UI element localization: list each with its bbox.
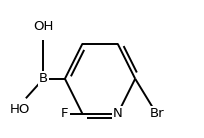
Text: F: F bbox=[61, 107, 69, 120]
Text: HO: HO bbox=[10, 104, 30, 116]
Text: OH: OH bbox=[33, 20, 54, 33]
Text: Br: Br bbox=[149, 107, 164, 120]
Text: N: N bbox=[113, 107, 122, 120]
Text: B: B bbox=[39, 72, 48, 85]
